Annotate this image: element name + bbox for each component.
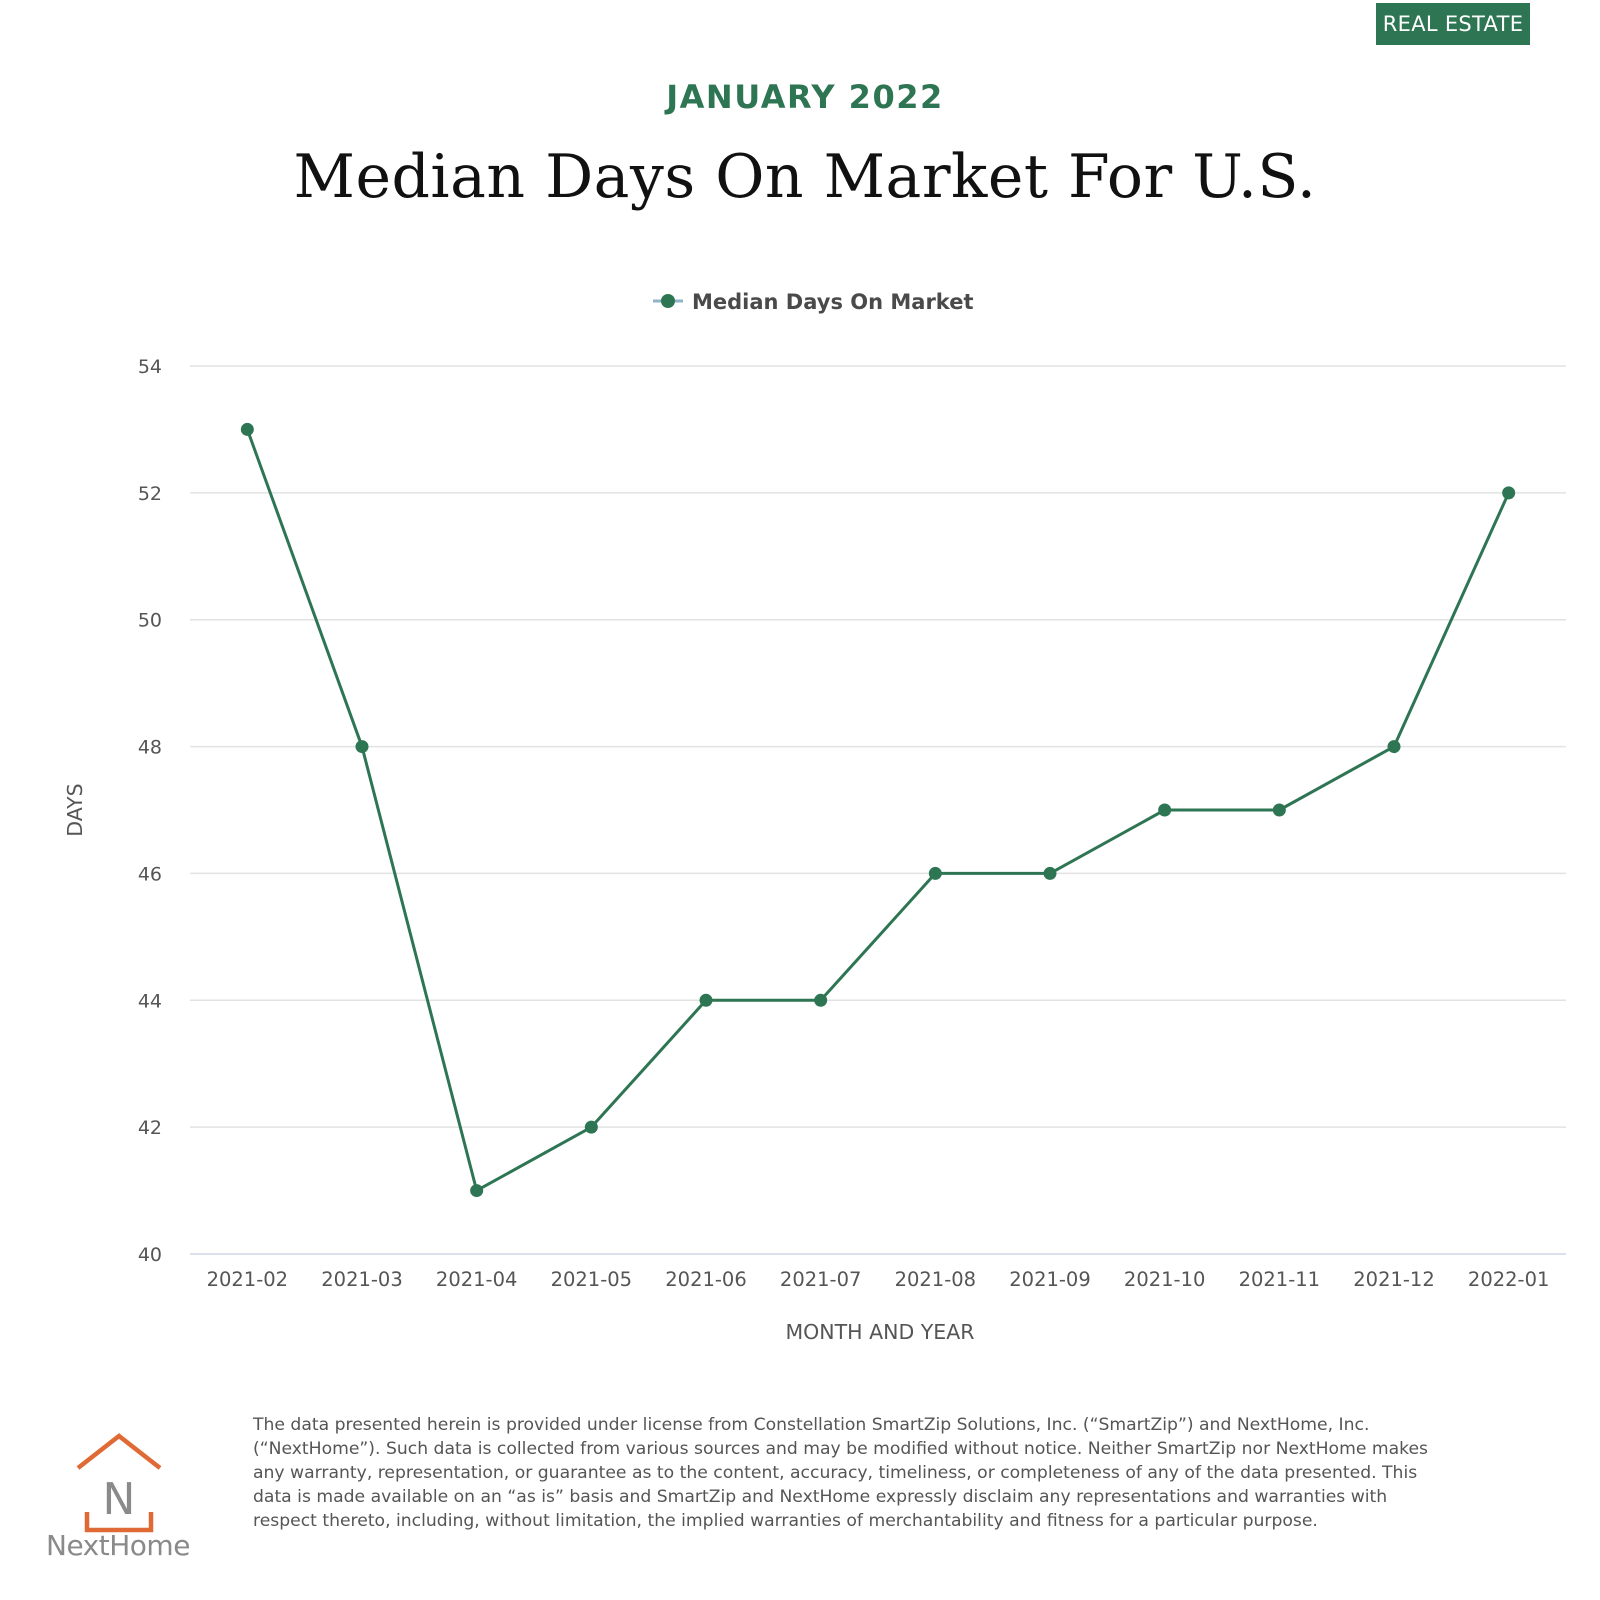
x-tick-label: 2021-08 [895, 1268, 976, 1291]
data-point [584, 1120, 598, 1134]
logo-wordmark: NextHome [46, 1529, 190, 1562]
y-tick-label: 42 [138, 1117, 162, 1139]
data-point [470, 1184, 484, 1198]
x-axis-title: MONTH AND YEAR [785, 1320, 974, 1344]
x-tick-label: 2021-04 [436, 1268, 517, 1291]
x-tick-label: 2021-05 [551, 1268, 632, 1291]
y-tick-label: 46 [138, 863, 162, 885]
data-point [1272, 803, 1286, 817]
data-point [355, 740, 369, 754]
data-point [699, 993, 713, 1007]
page-title: Median Days On Market For U.S. [293, 142, 1317, 212]
y-axis-title: DAYS [63, 783, 87, 836]
data-point [928, 866, 942, 880]
x-tick-label: 2021-09 [1009, 1268, 1090, 1291]
data-point [814, 993, 828, 1007]
page-subtitle: JANUARY 2022 [666, 78, 944, 116]
x-tick-label: 2021-07 [780, 1268, 861, 1291]
y-tick-label: 48 [138, 737, 162, 759]
line-chart: 40 42 44 46 48 50 52 54 2021-02 2021-03 2021-04 202… [63, 290, 1566, 1344]
x-tick-label: 2021-02 [207, 1268, 288, 1291]
x-tick-label: 2022-01 [1468, 1268, 1549, 1291]
y-tick-label: 44 [138, 990, 162, 1012]
y-tick-label: 40 [138, 1244, 162, 1266]
nexthome-logo-icon: N [76, 1433, 162, 1533]
x-tick-label: 2021-03 [321, 1268, 402, 1291]
real-estate-badge: REAL ESTATE [1376, 3, 1530, 45]
disclaimer-text: The data presented herein is provided un… [253, 1415, 1429, 1531]
data-point [1387, 740, 1401, 754]
series-line [245, 428, 1511, 1193]
data-point [1043, 866, 1057, 880]
x-tick-label: 2021-11 [1239, 1268, 1320, 1291]
y-tick-label: 54 [138, 356, 162, 378]
data-point [240, 422, 254, 436]
data-point [1502, 486, 1516, 500]
legend-marker [661, 294, 675, 308]
y-tick-label: 50 [138, 610, 162, 632]
x-tick-label: 2021-12 [1353, 1268, 1434, 1291]
y-tick-label: 52 [138, 483, 162, 505]
logo-letter: N [103, 1474, 136, 1525]
legend-label: Median Days On Market [692, 290, 973, 314]
x-tick-label: 2021-06 [665, 1268, 746, 1291]
x-tick-label: 2021-10 [1124, 1268, 1205, 1291]
data-point [1158, 803, 1172, 817]
